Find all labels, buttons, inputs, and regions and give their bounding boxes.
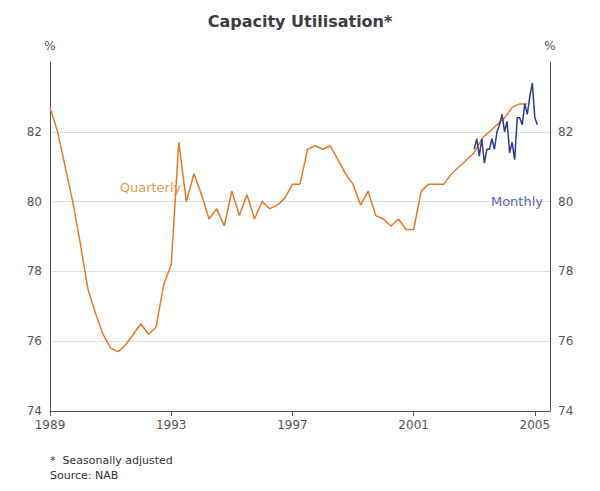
svg-text:74: 74 (27, 404, 42, 418)
svg-text:74: 74 (558, 404, 573, 418)
svg-text:76: 76 (558, 334, 573, 348)
svg-text:78: 78 (27, 264, 42, 278)
svg-text:2001: 2001 (398, 418, 429, 432)
svg-text:1997: 1997 (277, 418, 308, 432)
svg-text:82: 82 (558, 125, 573, 139)
svg-text:82: 82 (27, 125, 42, 139)
svg-text:80: 80 (558, 195, 573, 209)
svg-text:Capacity Utilisation*: Capacity Utilisation* (208, 12, 393, 31)
svg-text:1993: 1993 (156, 418, 187, 432)
svg-text:80: 80 (27, 195, 42, 209)
svg-text:78: 78 (558, 264, 573, 278)
svg-text:76: 76 (27, 334, 42, 348)
svg-text:Monthly: Monthly (491, 194, 543, 209)
svg-text:1989: 1989 (35, 418, 66, 432)
svg-text:%: % (544, 39, 555, 53)
svg-text:Source: NAB: Source: NAB (50, 469, 118, 482)
svg-text:2005: 2005 (520, 418, 551, 432)
svg-text:Quarterly: Quarterly (120, 180, 182, 195)
svg-text:%: % (44, 39, 55, 53)
svg-text:* Seasonally adjusted: * Seasonally adjusted (50, 454, 173, 467)
